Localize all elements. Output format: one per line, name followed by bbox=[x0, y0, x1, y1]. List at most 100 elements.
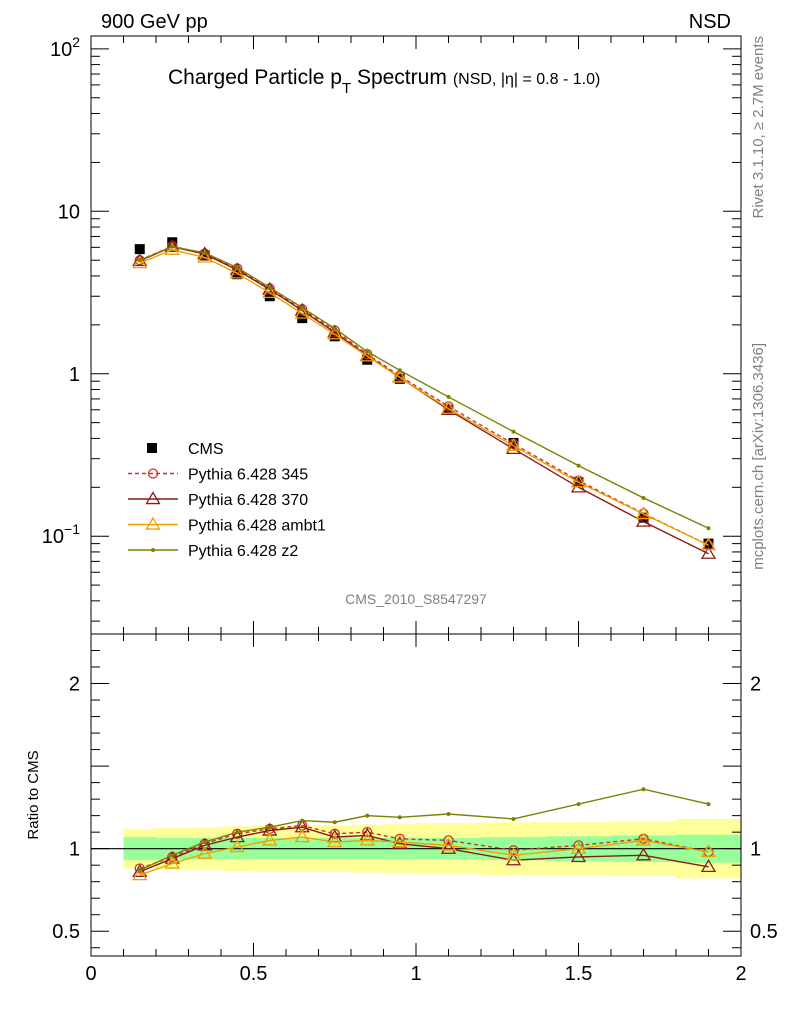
ratio-point-3 bbox=[576, 802, 581, 807]
chart-title: Charged Particle pT Spectrum (NSD, |η| = … bbox=[168, 66, 600, 97]
chart-title-sub: T bbox=[342, 80, 351, 97]
x-tick-label: 1 bbox=[410, 963, 421, 985]
ratio-line-1 bbox=[139, 826, 709, 873]
ratio-y-tick-label: 1 bbox=[69, 839, 80, 861]
ratio-point-3 bbox=[300, 818, 305, 823]
series-point-3 bbox=[511, 429, 516, 434]
legend-label-cms: CMS bbox=[188, 441, 224, 458]
legend-marker-3 bbox=[151, 548, 155, 552]
series-point-1 bbox=[700, 545, 717, 559]
cms-data-point bbox=[264, 291, 275, 302]
series-point-3 bbox=[170, 244, 175, 249]
series-point-2 bbox=[359, 348, 375, 362]
series-point-3 bbox=[235, 265, 240, 270]
ratio-point-1 bbox=[197, 837, 213, 851]
series-point-2 bbox=[262, 285, 278, 299]
series-point-2 bbox=[294, 305, 310, 319]
series-point-3 bbox=[446, 394, 451, 399]
ratio-point-1 bbox=[132, 864, 148, 877]
series-point-3 bbox=[706, 526, 711, 531]
ratio-point-2 bbox=[229, 839, 245, 853]
ratio-point-2 bbox=[197, 845, 213, 859]
ratio-point-2 bbox=[505, 847, 522, 861]
chart-title-rest: Spectrum bbox=[351, 66, 447, 89]
series-point-2 bbox=[570, 474, 587, 488]
rivet-label: Rivet 3.1.10, ≥ 2.7M events bbox=[750, 36, 767, 219]
ratio-point-2 bbox=[294, 829, 310, 843]
header-left-label: 900 GeV pp bbox=[101, 11, 208, 33]
ratio-x-ticks: 0 0.5 1 1.5 2 bbox=[85, 634, 747, 985]
ratio-point-2 bbox=[262, 832, 278, 846]
ratio-point-3 bbox=[446, 811, 451, 816]
ratio-point-3 bbox=[641, 787, 646, 792]
series-point-2 bbox=[440, 400, 457, 414]
ratio-point-1 bbox=[700, 859, 717, 873]
cms-data-point bbox=[199, 250, 210, 261]
y-tick-exponent: −1 bbox=[64, 521, 80, 537]
ratio-point-3 bbox=[332, 820, 337, 825]
header-right-label: NSD bbox=[689, 11, 731, 33]
main-y-tick-label: 1 bbox=[69, 364, 80, 386]
y-tick-base: 10 bbox=[42, 526, 64, 548]
ratio-point-2 bbox=[164, 855, 180, 869]
legend-label-1: Pythia 6.428 370 bbox=[188, 492, 308, 509]
main-y-tick-label: 102 bbox=[50, 34, 80, 61]
series-point-3 bbox=[397, 368, 402, 373]
ratio-point-2 bbox=[392, 834, 408, 848]
ratio-point-2 bbox=[132, 867, 148, 881]
series-point-2 bbox=[197, 249, 213, 263]
ratio-point-1 bbox=[570, 849, 587, 863]
main-plot-area bbox=[132, 237, 717, 559]
series-point-1 bbox=[132, 253, 148, 267]
ratio-point-3 bbox=[202, 840, 207, 845]
main-y-tick-label: 10 bbox=[58, 201, 80, 223]
series-point-2 bbox=[700, 537, 717, 551]
series-point-1 bbox=[262, 281, 278, 295]
legend-marker-cms bbox=[147, 443, 157, 453]
ratio-point-3 bbox=[511, 816, 516, 821]
ratio-point-3 bbox=[267, 825, 272, 830]
series-point-1 bbox=[635, 513, 652, 527]
cms-data-point bbox=[394, 373, 405, 384]
ratio-point-3 bbox=[706, 802, 711, 807]
ratio-y-axis-label: Ratio to CMS bbox=[25, 750, 42, 839]
chart-title-main: Charged Particle p bbox=[168, 66, 342, 89]
ratio-point-2 bbox=[359, 832, 375, 846]
ratio-point-2 bbox=[440, 837, 457, 851]
legend-marker-1 bbox=[145, 491, 161, 505]
ratio-y-ticks: 2 2 1 1 0.5 0.5 bbox=[52, 650, 778, 949]
ratio-line-3 bbox=[139, 788, 709, 871]
ratio-y-tick-label: 0.5 bbox=[52, 921, 80, 943]
ratio-line-0 bbox=[139, 824, 709, 870]
cms-data-point bbox=[703, 538, 714, 549]
series-line-0 bbox=[139, 245, 709, 546]
x-tick-label: 0 bbox=[85, 963, 96, 985]
ratio-point-2 bbox=[327, 834, 343, 848]
series-point-2 bbox=[505, 438, 522, 452]
y-tick-base: 10 bbox=[58, 201, 80, 223]
series-point-3 bbox=[267, 285, 272, 290]
ratio-point-3 bbox=[137, 868, 142, 873]
series-point-3 bbox=[365, 349, 370, 354]
series-point-3 bbox=[576, 463, 581, 468]
y-tick-base: 10 bbox=[50, 39, 72, 61]
ratio-point-3 bbox=[235, 830, 240, 835]
ratio-plot-area bbox=[91, 787, 741, 881]
series-point-3 bbox=[202, 250, 207, 255]
ratio-panel: 2 21 10.5 0.5 0 0.5 1 1.5 2 Ratio to CMS bbox=[25, 633, 778, 985]
mcplots-label: mcplots.cern.ch [arXiv:1306.3436] bbox=[750, 343, 767, 570]
y-tick-base: 1 bbox=[69, 364, 80, 386]
series-point-3 bbox=[300, 305, 305, 310]
series-point-3 bbox=[137, 258, 142, 263]
ratio-y-tick-label-right: 2 bbox=[750, 674, 761, 696]
legend-marker-0 bbox=[147, 468, 159, 479]
series-point-2 bbox=[635, 506, 652, 520]
series-point-2 bbox=[132, 255, 148, 269]
y-tick-exponent: 2 bbox=[72, 34, 80, 50]
ratio-point-0 bbox=[362, 827, 373, 838]
ratio-line-2 bbox=[139, 836, 709, 876]
ratio-point-2 bbox=[635, 832, 652, 846]
ratio-point-1 bbox=[440, 840, 457, 854]
